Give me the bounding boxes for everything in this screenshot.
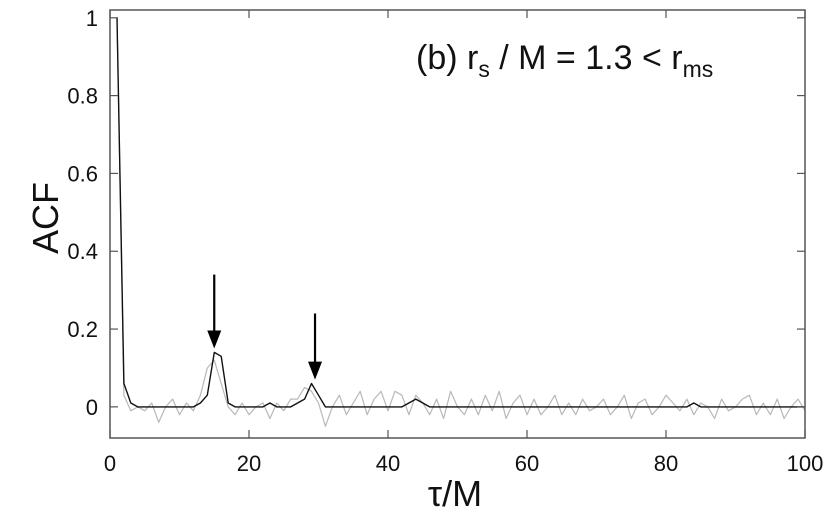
y-tick-label: 0.6	[67, 161, 98, 186]
y-tick-label: 0.8	[67, 84, 98, 109]
tick-layer: 0 20 40 60 80 100 0 0.2 0.4 0.6 0.8 1	[67, 6, 823, 476]
y-tick-label: 1	[86, 6, 98, 31]
y-tick-label: 0.2	[67, 317, 98, 342]
y-axis-label: ACF	[25, 182, 66, 254]
series-layer	[116, 17, 806, 427]
y-tick-label: 0	[86, 395, 98, 420]
x-tick-label: 80	[654, 451, 678, 476]
x-tick-label: 100	[787, 451, 824, 476]
x-tick-label: 0	[104, 451, 116, 476]
plot-frame	[109, 9, 806, 439]
x-tick-label: 60	[515, 451, 539, 476]
arrow-layer	[207, 274, 323, 380]
x-tick-label: 20	[237, 451, 261, 476]
annotation-text: (b) rs / M = 1.3 < rms	[416, 39, 713, 82]
x-tick-label: 40	[376, 451, 400, 476]
series-line-light	[116, 17, 806, 427]
x-axis-label: τ/M	[428, 473, 482, 514]
y-tick-label: 0.4	[67, 239, 98, 264]
series-line-dark	[116, 17, 805, 408]
peak-arrow-head	[207, 330, 222, 349]
peak-arrow-head	[308, 361, 323, 380]
